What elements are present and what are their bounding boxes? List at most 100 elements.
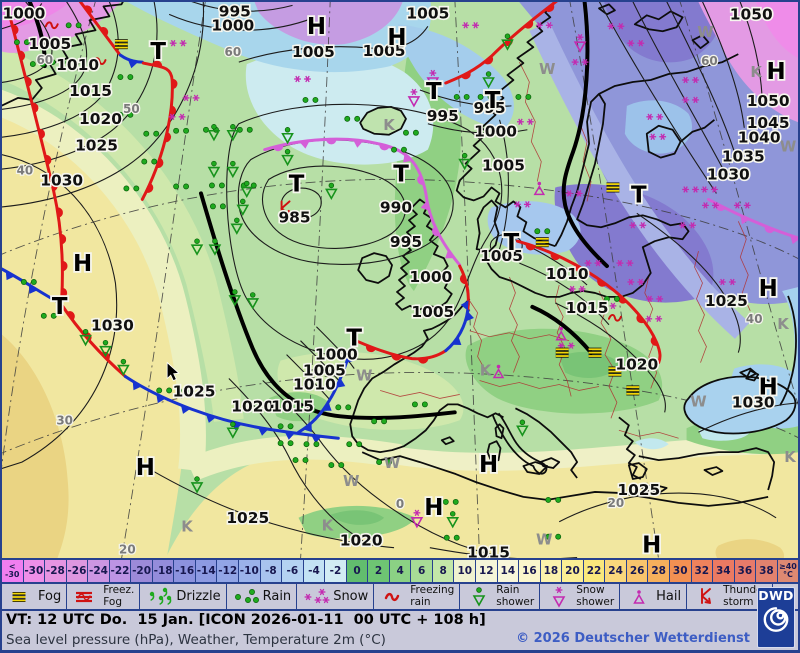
graticule-label: 0 xyxy=(396,497,404,511)
airmass-label-k: K xyxy=(383,116,395,134)
isobar-value-label: 1045 xyxy=(747,114,790,132)
temp-scale-cell: 38 xyxy=(756,560,778,582)
temp-scale-cell: -18 xyxy=(152,560,175,582)
high-center-label: H xyxy=(307,14,326,40)
wx-symbol-snow2 xyxy=(682,76,699,84)
temp-scale-cell: -28 xyxy=(45,560,67,582)
wx-symbol-rain2 xyxy=(49,59,66,66)
wx-symbol-snow2 xyxy=(517,118,534,126)
wx-symbol-rain2 xyxy=(20,279,37,285)
temp-scale-cell: -24 xyxy=(88,560,110,582)
wx-symbol-rain2 xyxy=(545,496,562,503)
isobars xyxy=(2,2,798,558)
temp-scale-cell: 34 xyxy=(713,560,735,582)
legend-item-snow: Snow xyxy=(297,584,375,609)
wx-symbol-rain2 xyxy=(443,534,460,541)
wx-symbol-sshr xyxy=(407,88,421,108)
temp-scale-cell: -6 xyxy=(282,560,304,582)
wx-symbol-snow2 xyxy=(733,202,751,209)
high-center-label: H xyxy=(759,374,778,400)
legend-label: Rain shower xyxy=(496,584,535,608)
isobar-value-label: 1020 xyxy=(615,356,658,374)
dwd-logo: DWD xyxy=(757,587,795,648)
wx-symbol-snow2 xyxy=(568,285,586,293)
isobar-value-label: 1025 xyxy=(75,137,118,155)
high-center-label: H xyxy=(759,276,778,302)
coast-great-britain xyxy=(395,198,453,311)
low-center-label: T xyxy=(150,39,166,65)
wx-symbol-thun xyxy=(280,200,291,217)
wx-symbol-shr xyxy=(79,329,92,347)
isobar-value-label: 1005 xyxy=(292,43,335,61)
fog-icon xyxy=(12,591,26,602)
wx-symbol-shr xyxy=(230,217,244,235)
wx-symbol-snow2 xyxy=(571,58,589,66)
wx-symbol-rain2 xyxy=(292,457,309,464)
wx-symbol-sshr xyxy=(573,33,587,53)
graticule xyxy=(2,2,798,558)
high-center-label: H xyxy=(642,533,661,558)
wx-symbol-snow2 xyxy=(616,259,634,267)
isobar-value-label: 1015 xyxy=(271,397,314,415)
airmass-label-w: W xyxy=(697,23,713,41)
coast-greece xyxy=(618,416,642,480)
isobar-value-label: 995 xyxy=(427,107,459,125)
wx-symbol-hail xyxy=(555,326,567,341)
legend-label: Hail xyxy=(656,589,682,604)
airmass-label-k: K xyxy=(181,518,193,536)
wx-symbol-rain2 xyxy=(534,228,551,235)
coast-baltic xyxy=(484,93,690,298)
temp-scale-cell: -22 xyxy=(109,560,132,582)
isobar-value-label: 985 xyxy=(278,208,310,226)
high-center-label: H xyxy=(479,452,498,478)
isobar-value-label: 1015 xyxy=(566,299,609,317)
temp-scale-cell: 30 xyxy=(669,560,692,582)
temp-scale-cell: 0 xyxy=(346,560,369,582)
wx-symbol-shr xyxy=(226,421,240,439)
wx-symbol-sshr xyxy=(426,69,440,89)
mouse-cursor xyxy=(166,361,180,382)
wx-symbol-snow2 xyxy=(462,22,480,29)
wx-symbol-shr xyxy=(482,71,495,89)
graticule-label: 40 xyxy=(746,312,763,326)
airmass-label-w: W xyxy=(536,531,552,549)
isobar-value-label: 1025 xyxy=(705,292,748,310)
low-center-label: T xyxy=(631,182,647,208)
valid-time-line: VT: 12 UTC Do. 15 Jan. [ICON 2026-01-11 … xyxy=(6,612,486,628)
wx-symbol-shr xyxy=(516,419,529,437)
graticule-label: 20 xyxy=(608,496,625,510)
temp-scale-cell: -10 xyxy=(239,560,261,582)
coast-italy xyxy=(491,412,548,475)
coast-adriatic-balkans xyxy=(515,407,579,479)
temp-scale-cell: 10 xyxy=(454,560,477,582)
wx-symbol-snow2 xyxy=(646,113,664,121)
wx-symbol-rain2 xyxy=(299,406,316,413)
wx-symbol-snow2 xyxy=(535,22,553,29)
isobar-value-label: 1015 xyxy=(467,544,510,558)
graticule-label: 50 xyxy=(123,102,140,116)
isobar-value-label: 1000 xyxy=(315,346,358,364)
legend-label: Freez. Fog xyxy=(103,584,135,608)
high-center-label: H xyxy=(73,251,92,277)
wx-symbol-snow2 xyxy=(168,113,186,121)
airmass-label-w: W xyxy=(539,60,555,78)
wx-symbol-snow2 xyxy=(182,94,200,102)
wx-symbol-snow2 xyxy=(599,302,617,310)
legend-item-snow_shower: Snow shower xyxy=(540,584,621,609)
wx-symbol-rain2 xyxy=(371,418,388,425)
isobar-value-label: 1000 xyxy=(474,123,517,141)
isobar-value-label: 1005 xyxy=(482,157,525,175)
legend-item-freezing_rain: Freezing rain xyxy=(374,584,461,609)
isobar-value-label: 1005 xyxy=(303,362,346,380)
wx-symbol-rain2 xyxy=(391,146,407,153)
airmass-label-k: K xyxy=(777,315,789,333)
isobar-value-label: 1020 xyxy=(231,397,274,415)
coast-denmark xyxy=(475,199,500,253)
wx-symbol-rain2 xyxy=(40,312,57,319)
wx-symbol-rain2 xyxy=(143,130,160,137)
isobar-value-label: 995 xyxy=(219,2,251,20)
wx-symbol-fog xyxy=(114,39,128,50)
wx-symbol-snow2 xyxy=(718,278,736,286)
isobar-value-label: 1050 xyxy=(730,5,773,23)
